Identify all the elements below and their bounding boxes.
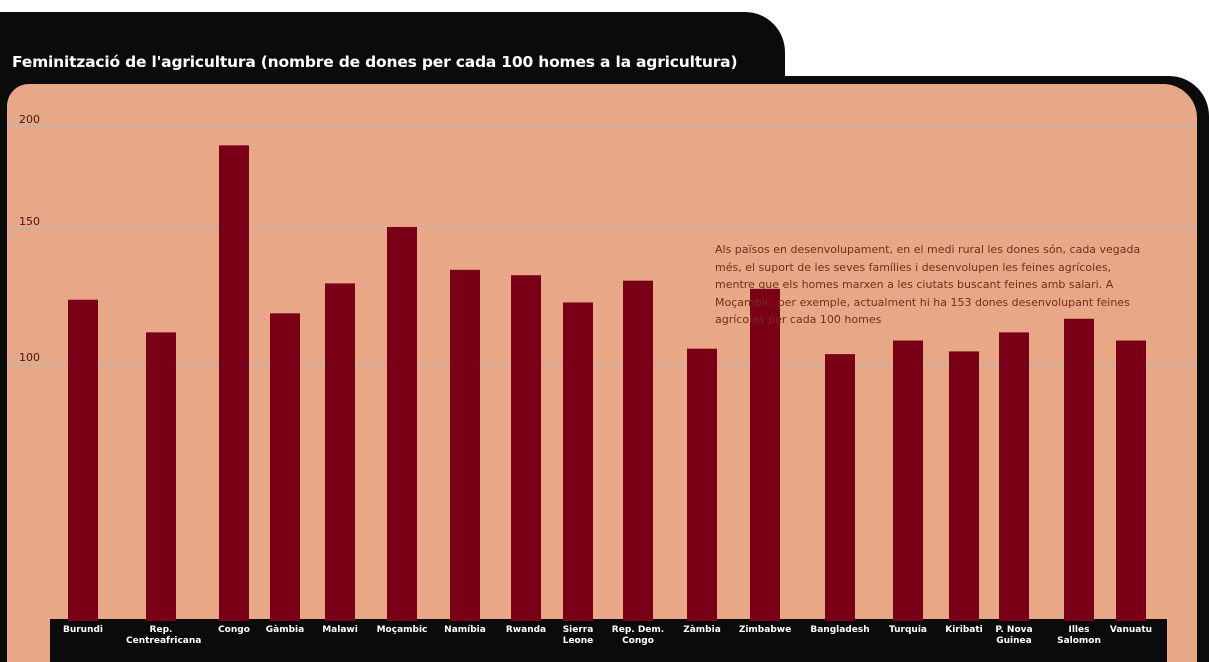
bar [750, 288, 780, 621]
x-tick-label: Gàmbia [265, 625, 305, 635]
bar [325, 283, 355, 621]
bar [893, 340, 923, 621]
bar [387, 226, 417, 621]
x-tick-label: Kiribati [945, 625, 983, 635]
x-tick-label: Malawi [322, 625, 358, 635]
bar-chart: 100 150 200 [7, 113, 1197, 662]
x-tick-label: Rep. Centreafricana [126, 625, 202, 646]
bar [949, 351, 979, 621]
chart-panel: 100 150 200 Als països en desenvolupament,… [7, 84, 1197, 662]
x-tick-label: Sierra Leone [562, 625, 594, 646]
x-tick-label: Moçambic [376, 625, 428, 635]
y-tick-label: 150 [19, 215, 40, 228]
bar [511, 275, 541, 621]
x-tick-label: Rwanda [505, 625, 547, 635]
x-tick-label: Vanuatu [1109, 625, 1153, 635]
x-tick-label: Turquia [888, 625, 927, 635]
bar [623, 280, 653, 621]
x-tick-label: Bangladesh [810, 625, 870, 635]
chart-annotation: Als països en desenvolupament, en el med… [715, 243, 1141, 326]
y-tick-label: 200 [19, 113, 40, 126]
x-tick-label: Zàmbia [683, 625, 721, 635]
bar [1116, 340, 1146, 621]
bar [825, 354, 855, 621]
bar [450, 269, 480, 621]
x-tick-label: Burundi [62, 625, 104, 635]
x-tick-label: Illes Salomon [1057, 625, 1101, 646]
x-tick-label: Namíbia [444, 625, 486, 635]
bar [687, 348, 717, 621]
bar [999, 332, 1029, 621]
x-axis-band [50, 619, 1167, 662]
bar [68, 299, 98, 621]
x-tick-label: Rep. Dem. Congo [611, 625, 665, 646]
x-tick-label: Congo [218, 625, 250, 635]
bar [563, 302, 593, 621]
chart-title: Feminització de l'agricultura (nombre de… [12, 53, 738, 71]
y-tick-label: 100 [19, 351, 40, 364]
bar [270, 313, 300, 621]
bar [219, 145, 249, 622]
bar [1064, 318, 1094, 621]
x-tick-label: Zimbabwe [738, 625, 792, 635]
x-tick-label: P. Nova Guinea [995, 625, 1033, 646]
bar [146, 332, 176, 621]
